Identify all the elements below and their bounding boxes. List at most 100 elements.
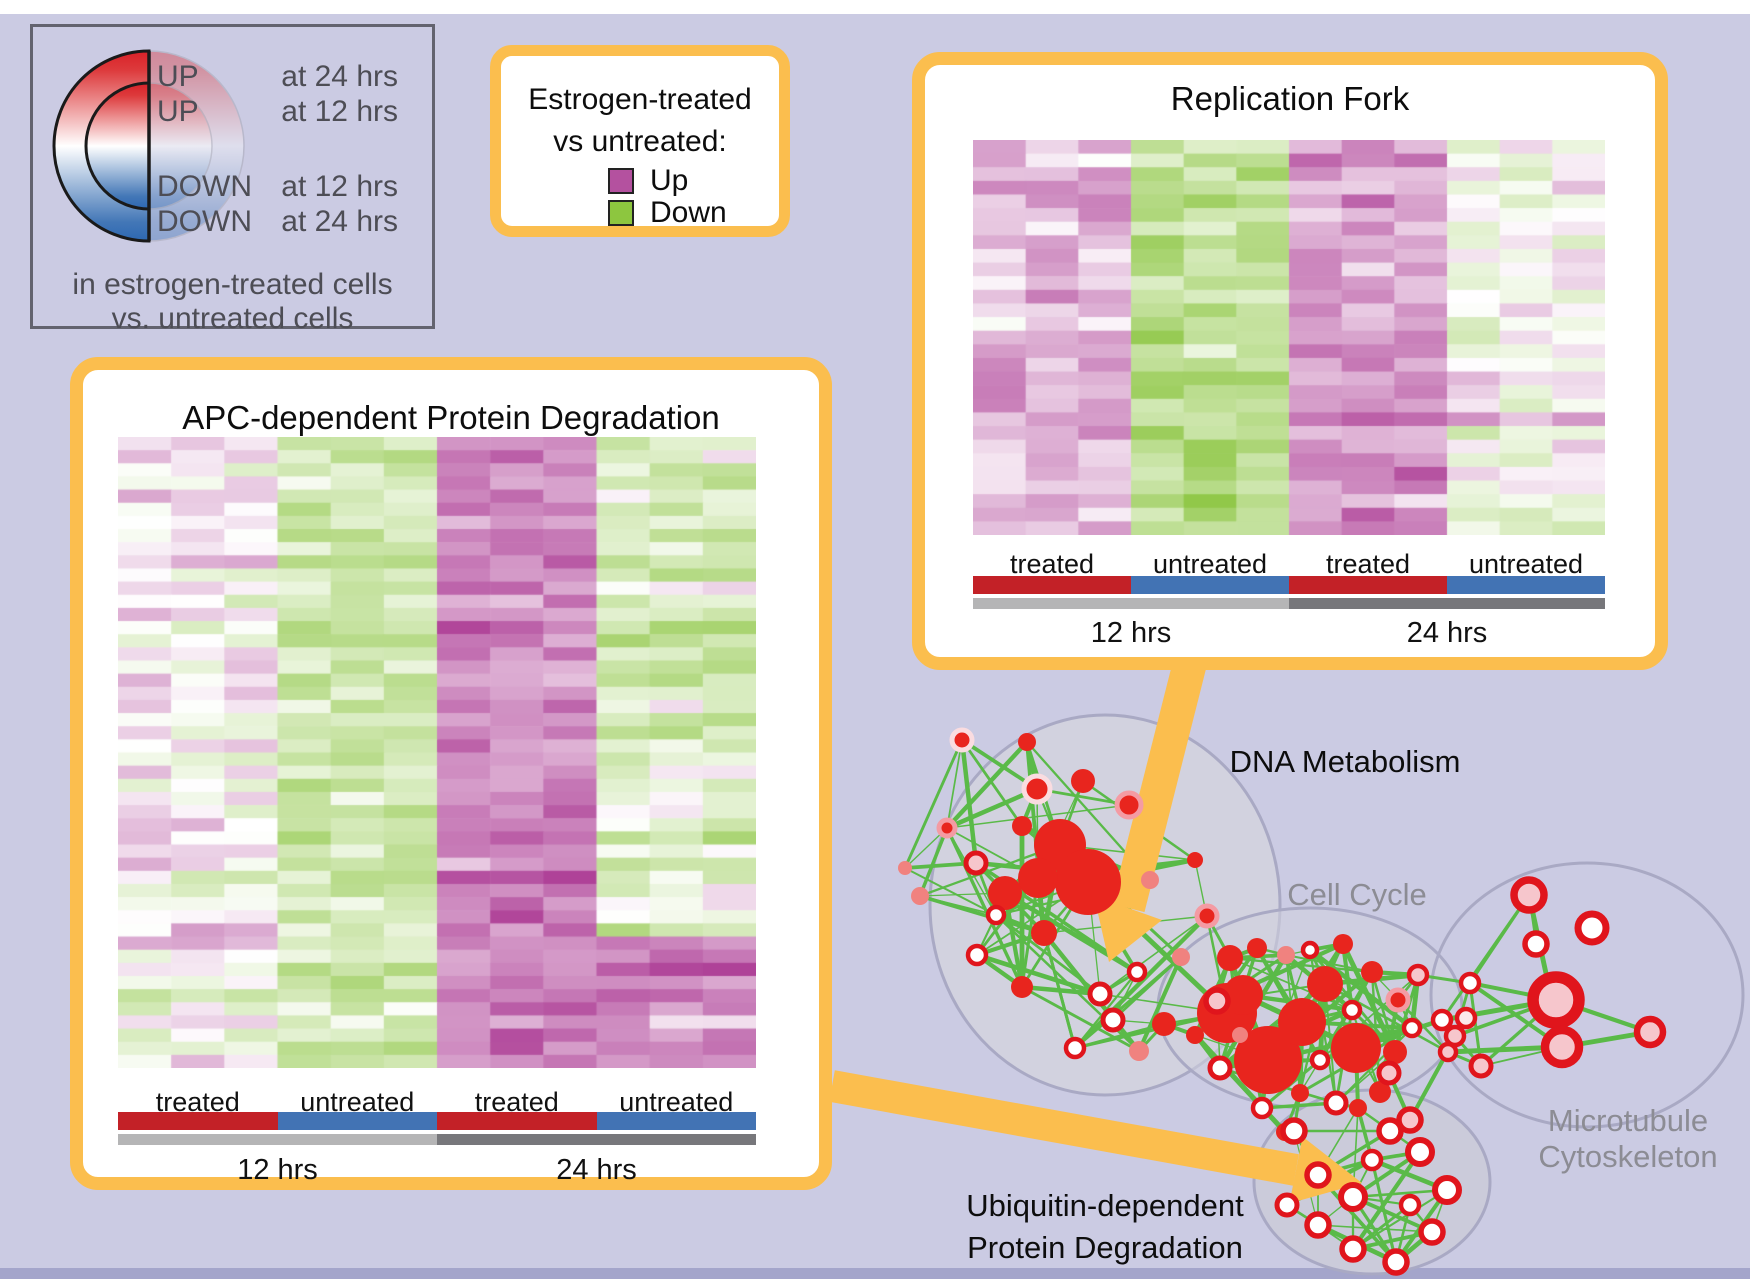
cluster-label-dna-metabolism: DNA Metabolism: [1229, 744, 1461, 779]
gene-node-red-dna-metabolism: [988, 876, 1022, 910]
gene-node-ringW-microtubule-cytoskeleton: [1574, 910, 1610, 946]
gene-node-red-ubiquitin-protein-degradation: [1349, 1099, 1367, 1117]
gene-node-red-cell-cycle: [1186, 1026, 1204, 1044]
network-edge: [1003, 890, 1139, 975]
gene-node-ringPk-cell-cycle: [1406, 963, 1430, 987]
apc-degradation-title: APC-dependent Protein Degradation: [182, 399, 720, 436]
network-edge: [1335, 1027, 1413, 1104]
gene-node-red-dna-metabolism: [1012, 816, 1032, 836]
decoder-direction-label: DOWN: [157, 205, 252, 238]
gene-node-red-dna-metabolism: [1187, 852, 1203, 868]
decoder-footer-line2: vs. untreated cells: [111, 302, 354, 335]
cluster-label-cell-cycle: Cell Cycle: [1287, 877, 1427, 912]
decoder-time-label: at 24 hrs: [281, 60, 398, 93]
decoder-footer-line1: in estrogen-treated cells: [72, 268, 393, 301]
condition-bar-untreated: [277, 1112, 437, 1130]
replication-fork-heatmap: [973, 140, 1605, 535]
decoder-time-label: at 24 hrs: [281, 205, 398, 238]
gene-node-ringW-ubiquitin-protein-degradation: [1432, 1175, 1462, 1205]
gene-node-ringPk-microtubule-cytoskeleton: [1468, 1053, 1494, 1079]
network-edge: [904, 867, 997, 916]
gene-node-red-cell-cycle: [1234, 1026, 1302, 1094]
cluster-label-microtubule: Microtubule: [1547, 1103, 1709, 1138]
legend-label-down: Down: [650, 196, 727, 229]
replication-fork-panel: Replication Fork treated untreated treated…: [912, 52, 1668, 670]
callout-arrow-shaft-2: [829, 1070, 1299, 1186]
cluster-ellipse-microtubule-cytoskeleton: [1429, 861, 1745, 1129]
gene-node-haloP-dna-metabolism: [936, 817, 958, 839]
legend-label-up: Up: [650, 164, 689, 197]
gene-node-ringPk-dna-metabolism: [963, 850, 989, 876]
gene-node-red-cell-cycle: [1361, 961, 1383, 983]
gene-node-red-dna-metabolism: [1055, 849, 1121, 915]
gene-node-pink-dna-metabolism: [898, 861, 912, 875]
network-edge: [1317, 1224, 1433, 1233]
network-edge: [945, 740, 1029, 830]
gene-node-ringW-ubiquitin-protein-degradation: [1376, 1117, 1404, 1145]
condition-bar-treated: [437, 1112, 597, 1130]
gene-node-pink-cell-cycle: [1277, 946, 1295, 964]
gene-node-red-cell-cycle: [1307, 966, 1343, 1002]
bottom-strip: [0, 1268, 1750, 1279]
legend-title-line2: vs untreated:: [553, 125, 727, 158]
decoder-direction-label: UP: [157, 95, 199, 128]
gene-node-ringW-ubiquitin-protein-degradation: [1398, 1193, 1422, 1217]
condition-bar-untreated: [1447, 576, 1605, 594]
condition-bar-untreated: [596, 1112, 756, 1130]
gene-node-ringW-cell-cycle: [1323, 1090, 1349, 1116]
gene-node-pink-dna-metabolism: [1172, 948, 1190, 966]
condition-bar-treated: [973, 576, 1131, 594]
condition-label-untreated: untreated: [1152, 549, 1268, 579]
gene-node-red-cell-cycle: [1223, 975, 1263, 1015]
network-edge: [1352, 1188, 1448, 1199]
gene-node-red-dna-metabolism: [1018, 733, 1036, 751]
gene-node-ringPk-microtubule-cytoskeleton: [1443, 1024, 1467, 1048]
gene-node-ringW-dna-metabolism: [1063, 1036, 1087, 1060]
network-edge: [918, 827, 949, 897]
network-edge: [1370, 1159, 1398, 1263]
gene-node-red-cell-cycle: [1333, 934, 1353, 954]
gene-node-pink-cell-cycle: [1232, 1027, 1248, 1043]
replication-fork-title: Replication Fork: [1170, 80, 1410, 117]
decoder-direction-label: UP: [157, 60, 199, 93]
gene-node-ringW-ubiquitin-protein-degradation: [1405, 1137, 1435, 1167]
condition-label-treated: treated: [1009, 549, 1095, 579]
gene-node-red-dna-metabolism: [1071, 769, 1095, 793]
gene-node-pink-dna-metabolism: [1129, 1041, 1149, 1061]
time-bar-24hrs: [437, 1134, 756, 1145]
gene-node-red-cell-cycle: [1291, 1084, 1309, 1102]
cluster-label-cytoskeleton: Cytoskeleton: [1538, 1139, 1718, 1174]
network-edge: [1352, 1189, 1448, 1250]
gene-node-ringW-ubiquitin-protein-degradation: [1274, 1192, 1300, 1218]
network-edge: [1351, 1150, 1422, 1251]
gene-node-ringW-cell-cycle: [1401, 1017, 1423, 1039]
time-label-24hrs: 24 hrs: [1406, 617, 1488, 649]
gene-node-ringPk-microtubule-cytoskeleton: [1540, 1025, 1584, 1069]
gene-node-ringW-ubiquitin-protein-degradation: [1304, 1161, 1332, 1189]
gene-node-ringPk-microtubule-cytoskeleton: [1633, 1015, 1667, 1049]
callout-arrow-head-1: [1094, 896, 1162, 962]
gene-node-ringW-cell-cycle: [1309, 1049, 1331, 1071]
gene-node-ringPk-microtubule-cytoskeleton: [1376, 1060, 1402, 1086]
updown-color-legend: Estrogen-treated vs untreated: Up Down: [490, 45, 790, 237]
network-edge: [946, 786, 1038, 831]
network-edge: [946, 739, 963, 829]
network-edge: [946, 804, 1130, 829]
gene-node-ringW-dna-metabolism: [1087, 981, 1113, 1007]
decoder-time-label: at 12 hrs: [281, 170, 398, 203]
gene-node-red-dna-metabolism: [1011, 976, 1033, 998]
network-bridge-edge: [1042, 932, 1077, 1049]
time-bar-12hrs: [118, 1134, 437, 1145]
network-edge: [1021, 985, 1140, 1053]
gene-node-ringPk-microtubule-cytoskeleton: [1396, 1106, 1424, 1134]
network-edge: [976, 952, 1101, 997]
network-edge: [995, 913, 1101, 996]
time-label-24hrs: 24 hrs: [556, 1154, 637, 1186]
condition-label-untreated: untreated: [1468, 549, 1584, 579]
time-label-12hrs: 12 hrs: [1090, 617, 1172, 649]
network-edge: [1137, 956, 1183, 1052]
apc-degradation-heatmap: [118, 437, 756, 1068]
cluster-label-ubiquitin-dependent: Ubiquitin-dependent: [966, 1188, 1244, 1223]
gene-node-red-dna-metabolism: [1152, 1012, 1176, 1036]
